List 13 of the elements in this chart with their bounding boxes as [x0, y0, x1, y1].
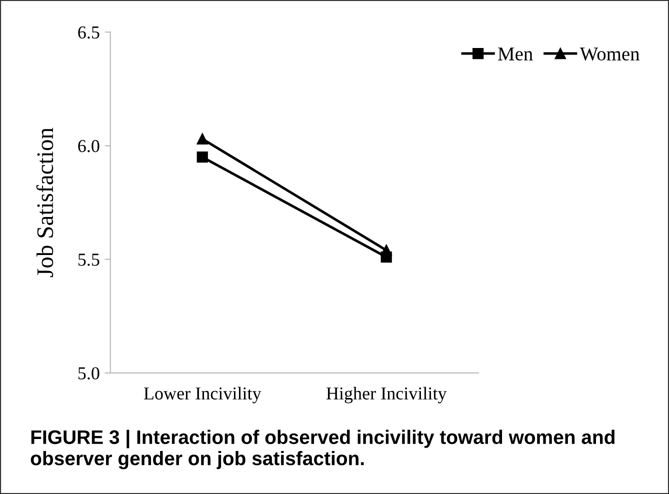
x-tick-label: Higher Incivility [326, 386, 447, 404]
point [196, 152, 208, 163]
point [380, 244, 392, 256]
y-tick-label: 6.5 [78, 26, 100, 39]
caption: FIGURE 3 | Interaction of observed incivility toward women and observer gender on job satisfaction. [30, 430, 614, 470]
legend-label: Women [580, 48, 640, 61]
y-axis-title: Job Satisfaction [36, 128, 54, 278]
y-tick-label: 5.5 [78, 254, 100, 266]
x-tick-label: Lower Incivility [144, 386, 262, 404]
point [196, 133, 208, 144]
legend-label: Men [498, 48, 533, 61]
y-tick-label: 5.0 [78, 367, 100, 380]
y-tick-label: 6.0 [78, 140, 100, 152]
